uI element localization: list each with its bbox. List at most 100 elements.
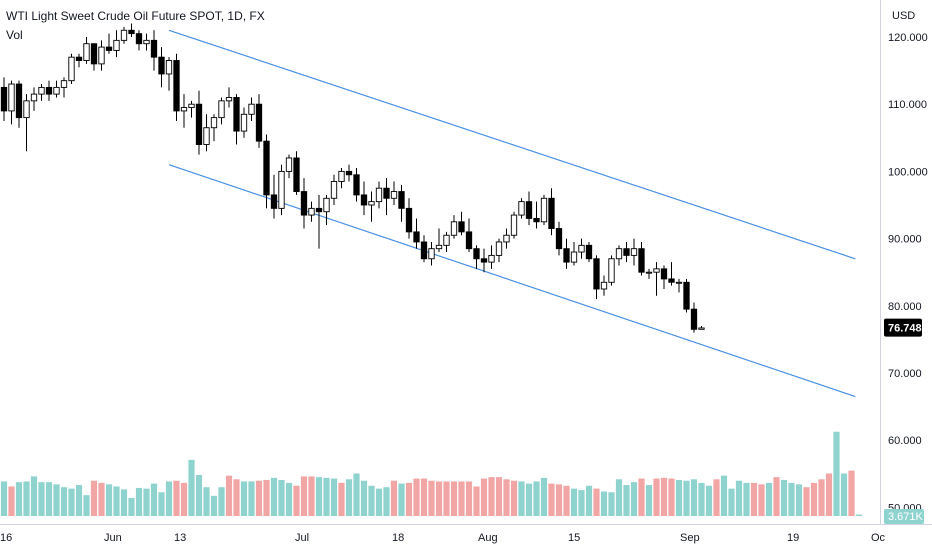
price-tick-label: 120.000	[888, 32, 928, 44]
candle-body	[38, 86, 45, 95]
volume-bar	[53, 484, 60, 516]
volume-bar	[728, 488, 735, 516]
candle-body	[218, 100, 225, 119]
candle-body	[608, 258, 615, 283]
candle-body	[165, 60, 173, 75]
time-tick-label: Aug	[478, 532, 498, 544]
candle-body	[15, 83, 23, 119]
candle-body	[210, 117, 218, 129]
candle-body	[285, 157, 293, 172]
candle-body	[473, 248, 480, 260]
volume-bar	[323, 477, 330, 516]
candle-body	[248, 103, 255, 115]
volume-bar	[503, 479, 510, 516]
candle-body	[203, 127, 210, 145]
candle-body	[683, 281, 690, 310]
candle-body	[518, 201, 525, 216]
candle-body	[270, 194, 278, 209]
volume-bar	[203, 487, 210, 516]
candle-body	[368, 201, 375, 206]
candle-body	[293, 157, 300, 193]
volume-bar	[248, 481, 255, 516]
volume-bar	[338, 482, 345, 516]
volume-bar	[788, 482, 795, 516]
candle-body	[128, 29, 135, 35]
volume-bar	[818, 479, 825, 516]
candle-body	[255, 103, 263, 142]
volume-bar	[555, 484, 563, 516]
channel-line-upper[interactable]	[168, 29, 856, 260]
candle-body	[98, 46, 105, 65]
volume-bar	[195, 474, 203, 516]
candle-body	[360, 194, 368, 206]
candle-body	[675, 281, 683, 284]
candle-body	[420, 241, 428, 260]
candle-body	[90, 43, 98, 65]
volume-bar	[300, 476, 308, 516]
candle-body	[593, 258, 600, 290]
volume-bar	[525, 483, 533, 516]
volume-bar	[578, 490, 585, 516]
volume-bar	[668, 478, 675, 516]
volume-bar	[495, 477, 503, 516]
trend-channel[interactable]	[168, 29, 856, 398]
volume-bar	[15, 482, 23, 516]
time-tick-label: 16	[0, 532, 12, 544]
volume-bar	[285, 482, 293, 516]
volume-bar	[698, 482, 705, 516]
candle-body	[75, 56, 83, 61]
volume-bar	[563, 485, 570, 516]
volume-bar	[630, 482, 638, 516]
candle-body	[540, 197, 548, 223]
candle-body	[668, 278, 675, 283]
volume-bar	[270, 477, 278, 516]
volume-bar	[330, 478, 338, 516]
candle-body	[323, 197, 330, 213]
time-tick-label: Sep	[680, 532, 700, 544]
candle-body	[413, 231, 420, 243]
time-tick-label: Oc	[871, 532, 886, 544]
candle-body	[615, 248, 623, 260]
volume-bar	[855, 514, 863, 516]
candle-body	[443, 234, 450, 246]
time-axis[interactable]: 16 Jun 13 Jul 18 Aug 15 Sep 19 Oc	[0, 524, 932, 550]
candle-body	[390, 191, 398, 199]
price-axis[interactable]: USD 120.000 110.000 100.000 90.000 80.000 70.0…	[880, 0, 932, 550]
candle-body	[173, 60, 180, 112]
volume-bar	[345, 479, 353, 516]
volume-bar	[540, 477, 548, 516]
volume-bar	[135, 487, 143, 516]
candle-body	[135, 33, 143, 45]
volume-bar	[660, 477, 668, 516]
volume-bar	[840, 473, 848, 516]
last-price-label: 76.748	[888, 323, 922, 335]
candle-body	[23, 100, 30, 119]
candle-body	[630, 248, 638, 256]
candle-body	[68, 56, 75, 82]
volume-bar	[165, 481, 173, 516]
candle-body	[353, 174, 360, 196]
candle-body	[83, 43, 90, 61]
candle-body	[195, 103, 203, 145]
volume-bar	[293, 485, 300, 516]
candle-body	[60, 80, 68, 88]
volume-bar	[413, 478, 420, 516]
candle-body	[525, 201, 533, 219]
candle-body	[653, 268, 660, 273]
price-tick-label: 110.000	[888, 99, 927, 111]
volume-bar	[615, 479, 623, 516]
price-tick-label: 70.000	[888, 368, 922, 380]
candle-body	[570, 251, 578, 263]
volume-value-label: 3.671K	[888, 511, 924, 523]
volume-bar	[60, 487, 68, 516]
volume-bar	[848, 470, 855, 516]
volume-bar	[743, 482, 750, 516]
volume-bar	[188, 459, 195, 516]
candle-body	[225, 97, 233, 102]
volume-bar	[773, 477, 780, 516]
volume-bar	[0, 481, 8, 516]
candle-body	[495, 241, 503, 256]
candle-body	[555, 228, 563, 250]
